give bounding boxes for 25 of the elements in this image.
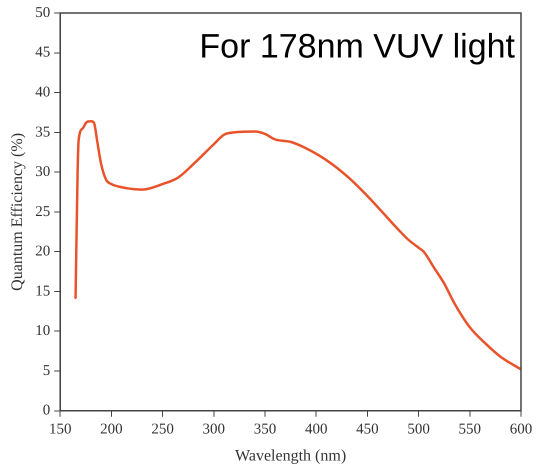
x-tick-label: 400: [304, 422, 328, 438]
x-tick-label: 600: [510, 422, 532, 438]
y-tick-label: 30: [35, 164, 50, 180]
y-tick-label: 40: [35, 84, 50, 100]
x-tick-label: 350: [254, 422, 276, 438]
x-tick-label: 250: [151, 422, 174, 438]
annotation: For 178nm VUV light: [199, 27, 516, 66]
x-axis-title: Wavelength (nm): [235, 448, 346, 465]
y-tick-label: 15: [35, 283, 50, 300]
y-tick-label: 20: [35, 244, 50, 260]
x-tick-label: 150: [48, 422, 72, 438]
x-tick-label: 500: [407, 422, 430, 438]
y-axis-title: Quantum Efficiency (%): [8, 132, 26, 291]
x-tick-label: 550: [458, 422, 482, 438]
x-tick-label: 200: [100, 422, 123, 438]
x-tick-label: 450: [356, 422, 379, 438]
y-tick-label: 45: [35, 44, 50, 61]
y-tick-label: 35: [35, 124, 50, 140]
x-tick-label: 300: [202, 422, 226, 438]
y-tick-label: 50: [35, 4, 50, 21]
y-tick-label: 0: [42, 402, 50, 419]
y-tick-label: 10: [35, 323, 50, 340]
y-tick-label: 5: [42, 362, 50, 379]
y-tick-label: 25: [35, 204, 50, 220]
line-series: [74, 120, 521, 371]
